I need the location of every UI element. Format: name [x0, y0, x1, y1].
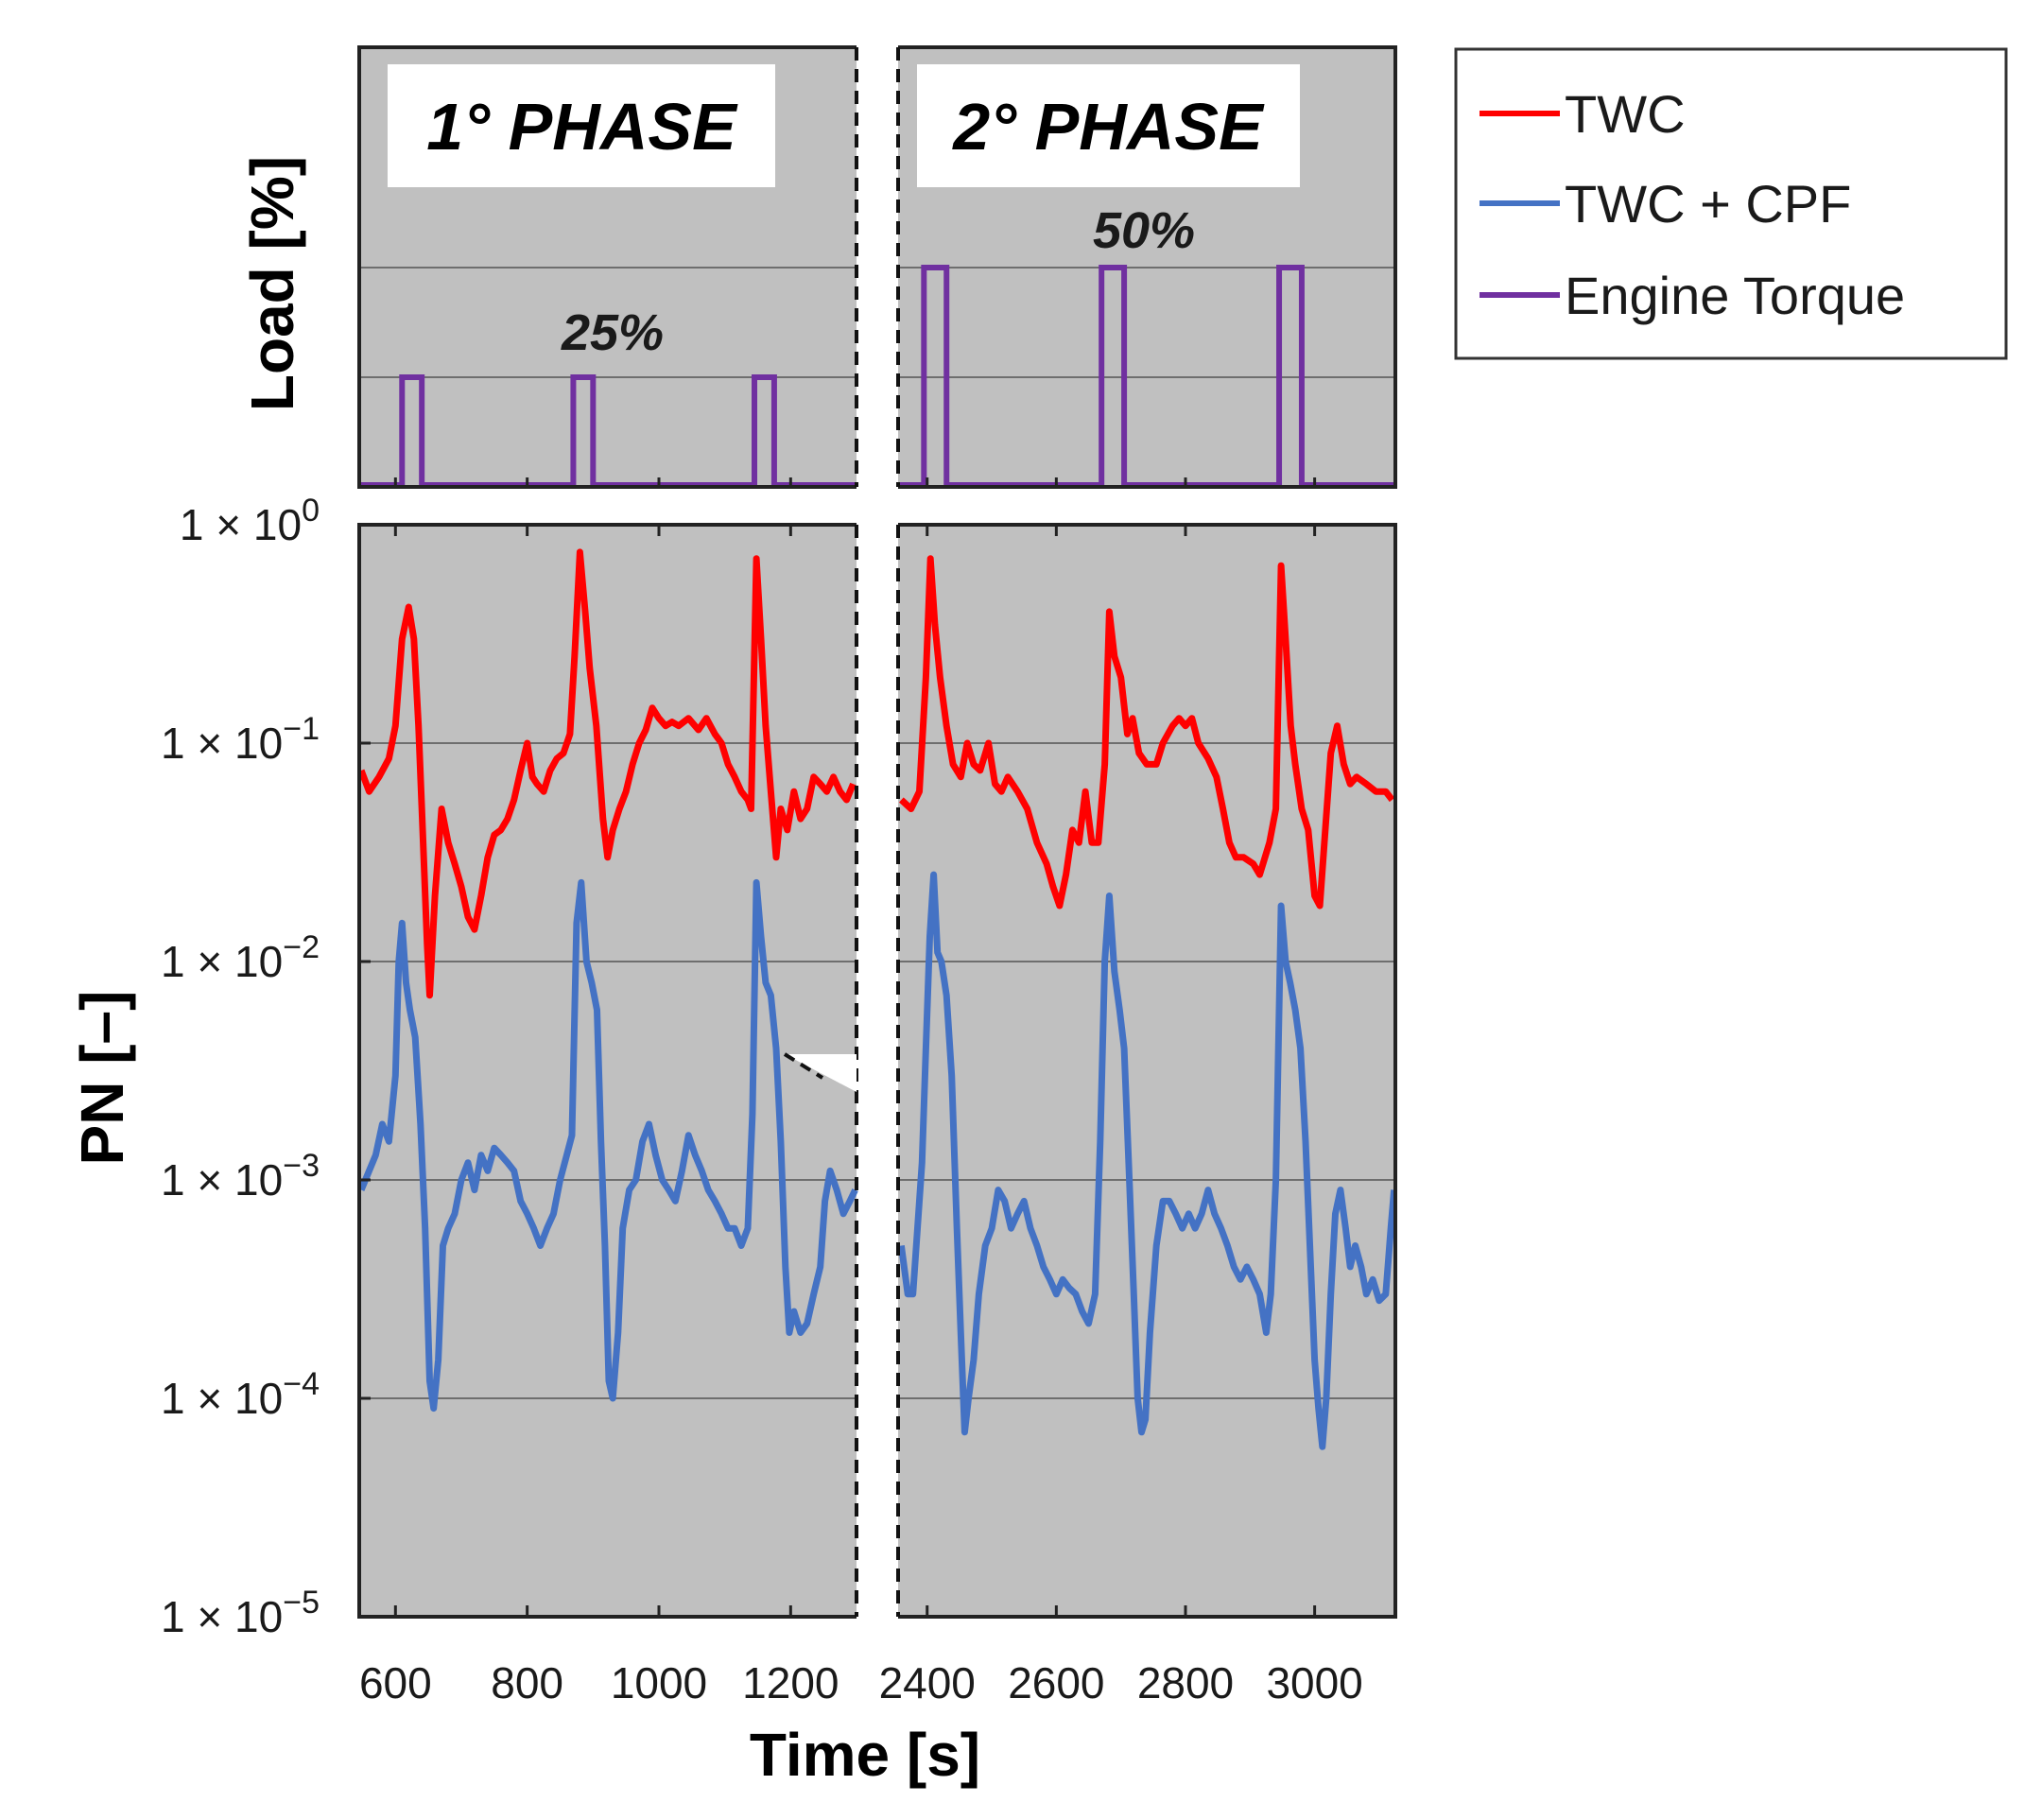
pn-series [357, 548, 1398, 1450]
legend-twc-label: TWC [1565, 84, 1686, 144]
load-level-25-label: 25% [561, 304, 664, 361]
load-axis-title: Load [%] [238, 156, 306, 411]
twc-phase1-line [357, 548, 857, 999]
x-tick-label: 1200 [742, 1658, 839, 1707]
y-tick-label: 1 × 10−3 [161, 1148, 320, 1205]
x-tick-label: 800 [491, 1658, 563, 1707]
x-tick-label: 2800 [1137, 1658, 1234, 1707]
x-tick-label: 2400 [879, 1658, 976, 1707]
y-tick-label: 1 × 10−1 [161, 711, 320, 768]
load-level-50-label: 50% [1093, 202, 1195, 259]
engine-torque-phase1-line [359, 374, 857, 488]
x-axis-title: Time [s] [750, 1721, 980, 1789]
y-tick-label: 1 × 10−5 [161, 1585, 320, 1641]
y-tick-label: 1 × 100 [180, 493, 320, 549]
x-tick-label: 1000 [611, 1658, 707, 1707]
engine-torque-phase2-line [898, 265, 1395, 488]
phase2-label-box [917, 64, 1300, 187]
x-tick-labels: 600 800 1000 1200 2400 2600 2800 3000 [359, 477, 1363, 1707]
x-tick-label: 3000 [1266, 1658, 1362, 1707]
y-tick-label: 1 × 10−4 [161, 1366, 320, 1423]
legend-engine-torque-label: Engine Torque [1565, 266, 1905, 325]
y-tick-labels: 1 × 100 1 × 10−1 1 × 10−2 1 × 10−3 1 × 10−4 1… [161, 493, 371, 1641]
twc-cpf-phase1-line [357, 878, 858, 1413]
pn-axis-title: PN [–] [68, 991, 136, 1166]
twc-cpf-phase2-line [897, 871, 1398, 1450]
phase1-label: 1° PHASE [426, 90, 738, 164]
phase1-label-box [388, 64, 775, 187]
pn-panel-phase1-border [357, 523, 857, 1619]
twc-phase2-line [899, 555, 1395, 910]
x-tick-label: 2600 [1008, 1658, 1104, 1707]
pn-panel-phase2-border [898, 523, 1397, 1619]
x-tick-label: 600 [359, 1658, 432, 1707]
pn-panel-phase2 [898, 525, 1395, 1617]
gridlines [359, 267, 1395, 1399]
legend-twc-cpf-label: TWC + CPF [1565, 174, 1851, 234]
torque-series [359, 265, 1395, 488]
load-panel-phase2-border [898, 45, 1397, 489]
pn-panel-phase1 [359, 525, 857, 1617]
phase2-label: 2° PHASE [951, 90, 1265, 164]
load-panel-phase1-border [357, 45, 857, 489]
y-tick-label: 1 × 10−2 [161, 929, 320, 986]
axis-break-notch-line [783, 1052, 824, 1080]
